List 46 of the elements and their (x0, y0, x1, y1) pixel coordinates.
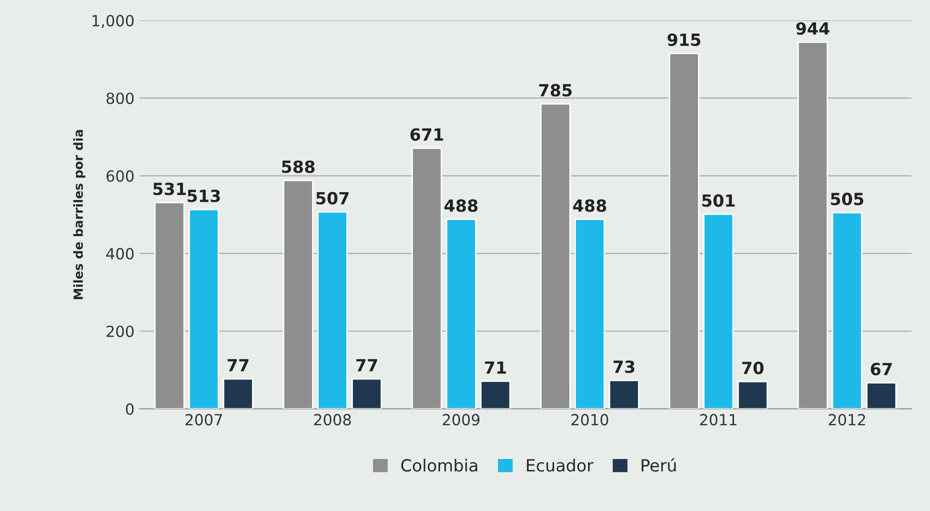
data-label: 77 (228, 359, 248, 372)
data-label: 67 (870, 362, 892, 376)
data-label: 73 (614, 360, 634, 374)
data-label: 505 (830, 192, 864, 206)
data-label: 671 (410, 128, 444, 141)
x-tick-label: 2008 (314, 414, 351, 426)
data-label: 71 (484, 361, 506, 374)
bar (188, 208, 220, 409)
y-tick-label: 800 (106, 92, 134, 104)
data-label: 785 (539, 84, 572, 97)
y-tick-label: 200 (106, 326, 134, 338)
data-label: 944 (796, 22, 830, 35)
bar (446, 218, 476, 409)
data-label: 915 (668, 33, 700, 46)
data-label: 531 (153, 182, 186, 196)
bar (317, 211, 348, 409)
bar (832, 212, 862, 409)
legend-label: Colombia (401, 458, 478, 472)
data-label: 70 (742, 362, 764, 374)
bar (608, 380, 640, 409)
data-label: 488 (573, 199, 606, 212)
y-axis-title: Miles de barriles por dia (73, 130, 86, 300)
bar (737, 380, 768, 409)
y-tick-label: 600 (106, 170, 134, 182)
data-label: 588 (282, 160, 315, 174)
data-label: 501 (702, 194, 735, 207)
bar (222, 378, 254, 409)
x-tick-label: 2009 (442, 414, 480, 426)
x-tick-label: 2011 (700, 414, 736, 426)
data-label: 507 (316, 192, 349, 205)
x-tick-label: 2007 (186, 414, 222, 426)
x-tick-label: 2012 (828, 414, 865, 426)
y-tick-label: 1,000 (92, 14, 134, 28)
bar (352, 378, 382, 409)
legend-label: Ecuador (526, 458, 594, 472)
data-label: 513 (188, 190, 220, 202)
data-label: 488 (444, 199, 478, 212)
bar (703, 214, 734, 409)
legend-label: Perú (642, 458, 676, 472)
x-tick-label: 2010 (571, 414, 608, 426)
y-tick-label: 0 (126, 403, 134, 415)
bar (480, 380, 511, 409)
bar (574, 218, 606, 409)
data-label: 77 (356, 359, 378, 372)
y-tick-label: 400 (106, 248, 134, 260)
bar (866, 382, 897, 409)
